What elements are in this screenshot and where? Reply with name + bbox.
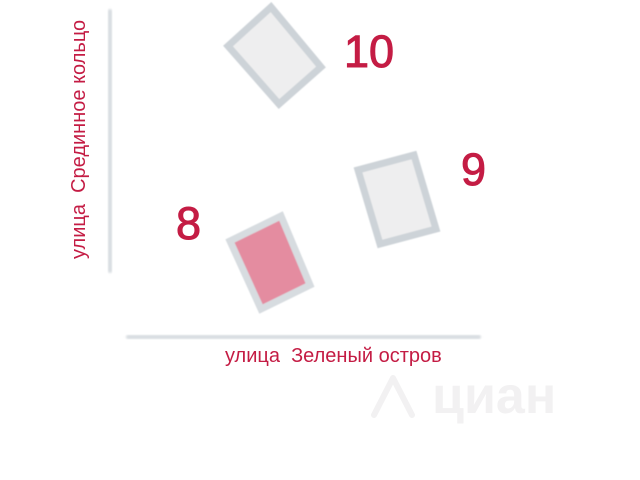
svg-text:9: 9 — [461, 144, 486, 195]
svg-text:8: 8 — [176, 198, 201, 249]
svg-text:10: 10 — [344, 26, 394, 77]
svg-text:улица Срединное кольцо: улица Срединное кольцо — [68, 20, 90, 259]
svg-text:циан: циан — [432, 367, 556, 425]
svg-text:улица Зеленый остров: улица Зеленый остров — [225, 345, 442, 367]
